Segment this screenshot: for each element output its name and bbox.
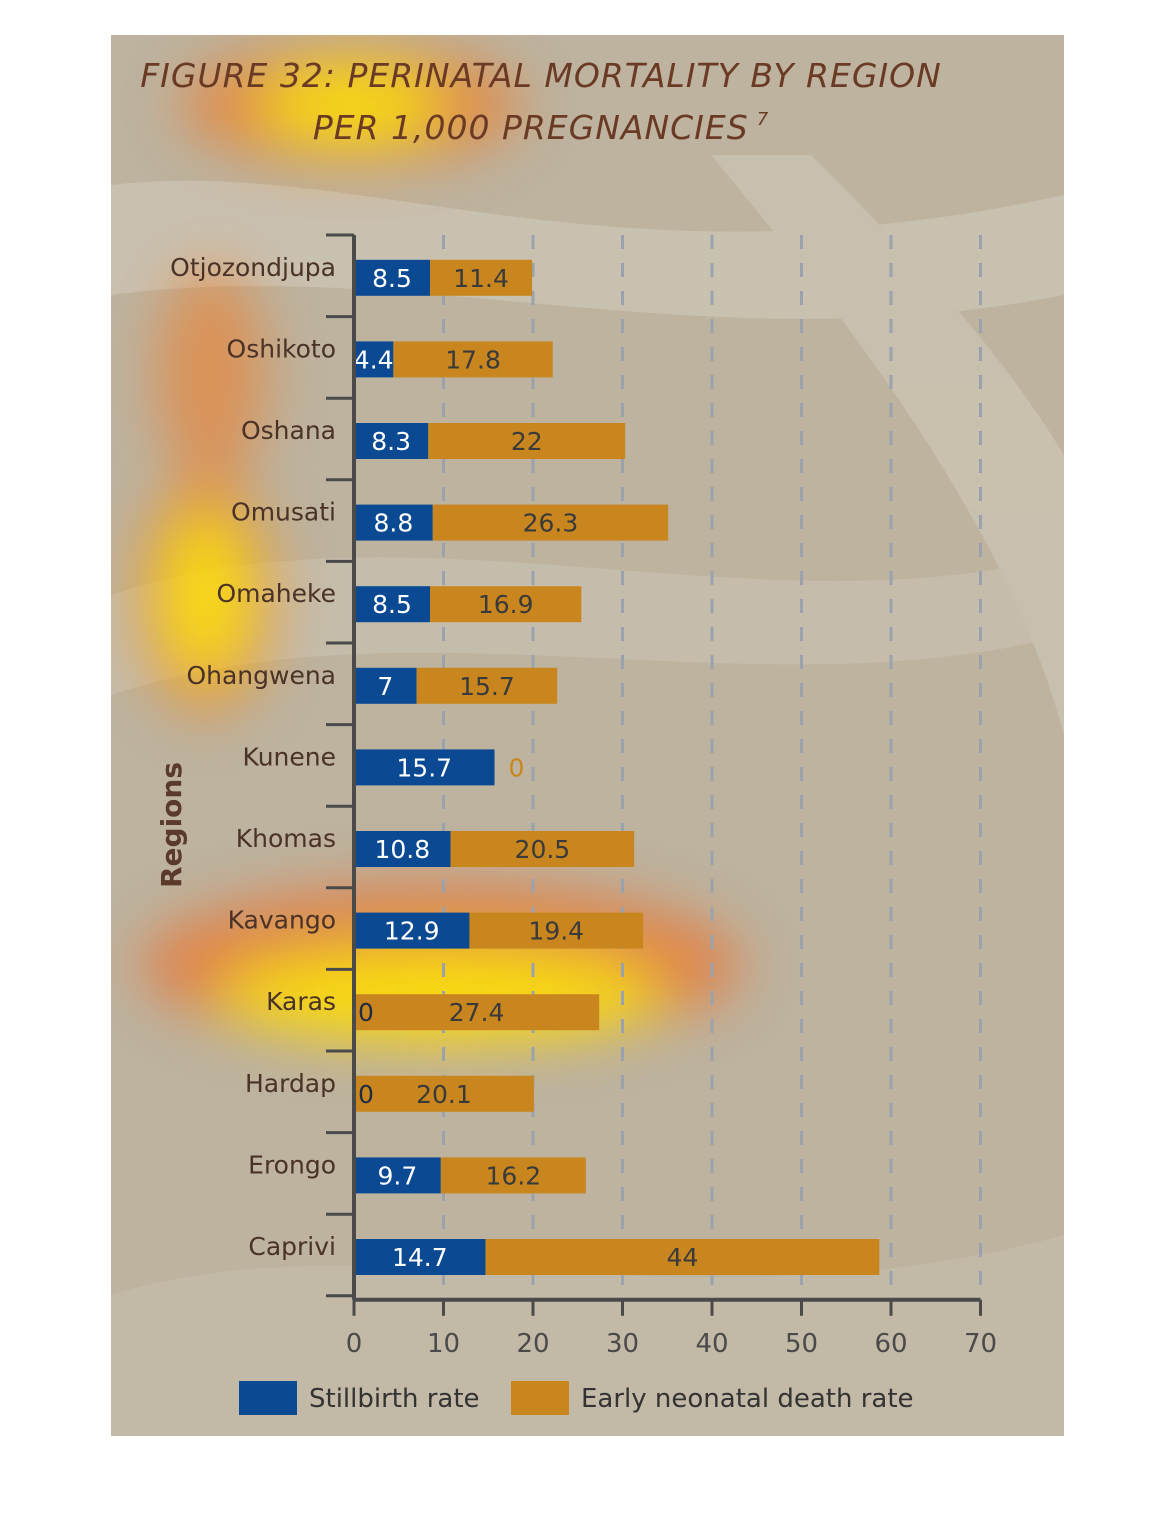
label-neonatal: 11.4 [453, 264, 509, 293]
bar-neonatal [354, 994, 600, 1031]
region-label: Omusati [231, 498, 336, 527]
region-label: Otjozondjupa [170, 253, 336, 282]
region-label: Khomas [236, 824, 336, 853]
region-label: Oshikoto [227, 334, 336, 363]
region-label: Omaheke [216, 579, 336, 608]
axes: Otjozondjupa Oshikoto Oshana Omusati Omaheke… [170, 233, 997, 1359]
x-tick-label: 20 [516, 1329, 549, 1359]
chart-panel: FIGURE 32: PERINATAL MORTALITY BY REGION… [111, 35, 1064, 1436]
label-neonatal: 20.5 [515, 835, 571, 864]
label-neonatal: 26.3 [523, 509, 579, 538]
label-stillbirth: 0 [358, 1080, 374, 1109]
legend-swatch-stillbirth [239, 1381, 297, 1415]
region-label: Hardap [245, 1069, 336, 1098]
label-neonatal: 0 [509, 753, 525, 782]
legend-label-neonatal: Early neonatal death rate [581, 1384, 914, 1414]
bar-neonatal [416, 667, 558, 704]
label-stillbirth: 15.7 [396, 753, 452, 782]
bar-stillbirth [354, 259, 431, 296]
label-stillbirth: 8.8 [373, 509, 413, 538]
bar-stillbirth [354, 1157, 441, 1194]
x-tick-label: 70 [964, 1329, 997, 1359]
x-tick-label: 30 [606, 1329, 639, 1359]
label-neonatal: 20.1 [416, 1080, 472, 1109]
label-stillbirth: 4.4 [354, 345, 394, 374]
legend-swatch-neonatal [511, 1381, 569, 1415]
label-neonatal: 16.2 [485, 1161, 541, 1190]
bar-neonatal [430, 586, 582, 623]
x-tick-label: 10 [427, 1329, 460, 1359]
bar-neonatal [430, 259, 533, 296]
bar-stillbirth [354, 504, 433, 541]
label-stillbirth: 8.3 [371, 427, 411, 456]
x-tick-label: 0 [346, 1329, 363, 1359]
label-neonatal: 22 [511, 427, 543, 456]
label-neonatal: 27.4 [449, 998, 505, 1027]
label-stillbirth: 0 [358, 998, 374, 1027]
bar-neonatal [393, 341, 553, 378]
region-label: Erongo [248, 1150, 336, 1179]
bar-neonatal [428, 423, 626, 459]
bar-neonatal [440, 1157, 586, 1194]
region-label: Kavango [228, 906, 336, 935]
bar-stillbirth [354, 831, 451, 867]
label-neonatal: 15.7 [459, 672, 515, 701]
label-stillbirth: 14.7 [392, 1243, 448, 1272]
label-stillbirth: 12.9 [384, 917, 440, 946]
bar-neonatal [354, 1075, 534, 1112]
bar-stillbirth [354, 749, 495, 786]
bar-stillbirth [354, 586, 431, 623]
chart-title-line1: FIGURE 32: PERINATAL MORTALITY BY REGION [140, 56, 942, 95]
chart-title-line2: PER 1,000 PREGNANCIES 7 [313, 108, 769, 147]
region-label: Oshana [241, 416, 336, 445]
region-label: Ohangwena [186, 661, 336, 690]
bar-neonatal [450, 831, 635, 867]
title-superscript: 7 [757, 109, 769, 130]
legend: Stillbirth rate Early neonatal death rate [239, 1381, 914, 1415]
x-tick-label: 60 [874, 1329, 907, 1359]
x-tick-label: 40 [695, 1329, 728, 1359]
bar-stillbirth [354, 912, 470, 949]
y-axis-title: Regions [155, 762, 188, 888]
region-label: Kunene [243, 742, 336, 771]
label-neonatal: 16.9 [478, 590, 534, 619]
background-swooshes [111, 155, 1064, 1436]
panel-background [111, 35, 1064, 1436]
label-neonatal: 17.8 [445, 345, 501, 374]
bar-stillbirth [354, 423, 429, 459]
region-label: Caprivi [248, 1232, 336, 1261]
label-neonatal: 44 [667, 1243, 699, 1272]
bar-stillbirth [354, 1239, 486, 1275]
bar-stillbirth [354, 667, 417, 704]
label-stillbirth: 7 [377, 672, 393, 701]
region-label: Karas [266, 987, 336, 1016]
perinatal-mortality-chart: FIGURE 32: PERINATAL MORTALITY BY REGION… [111, 35, 1064, 1436]
label-stillbirth: 8.5 [372, 590, 412, 619]
x-tick-label: 50 [785, 1329, 818, 1359]
bar-stillbirth [354, 341, 394, 378]
label-neonatal: 19.4 [528, 917, 584, 946]
legend-label-stillbirth: Stillbirth rate [309, 1384, 480, 1414]
label-stillbirth: 10.8 [374, 835, 430, 864]
bar-neonatal [469, 912, 644, 949]
title-line2-text: PER 1,000 PREGNANCIES [313, 108, 749, 147]
bar-neonatal [485, 1239, 880, 1275]
label-stillbirth: 8.5 [372, 264, 412, 293]
label-stillbirth: 9.7 [378, 1161, 418, 1190]
bars: 8.5 11.4 4.4 17.8 8.3 22 8.8 26.3 8.5 16.9 7 15.7 15… [354, 259, 880, 1275]
bar-neonatal [432, 504, 669, 541]
